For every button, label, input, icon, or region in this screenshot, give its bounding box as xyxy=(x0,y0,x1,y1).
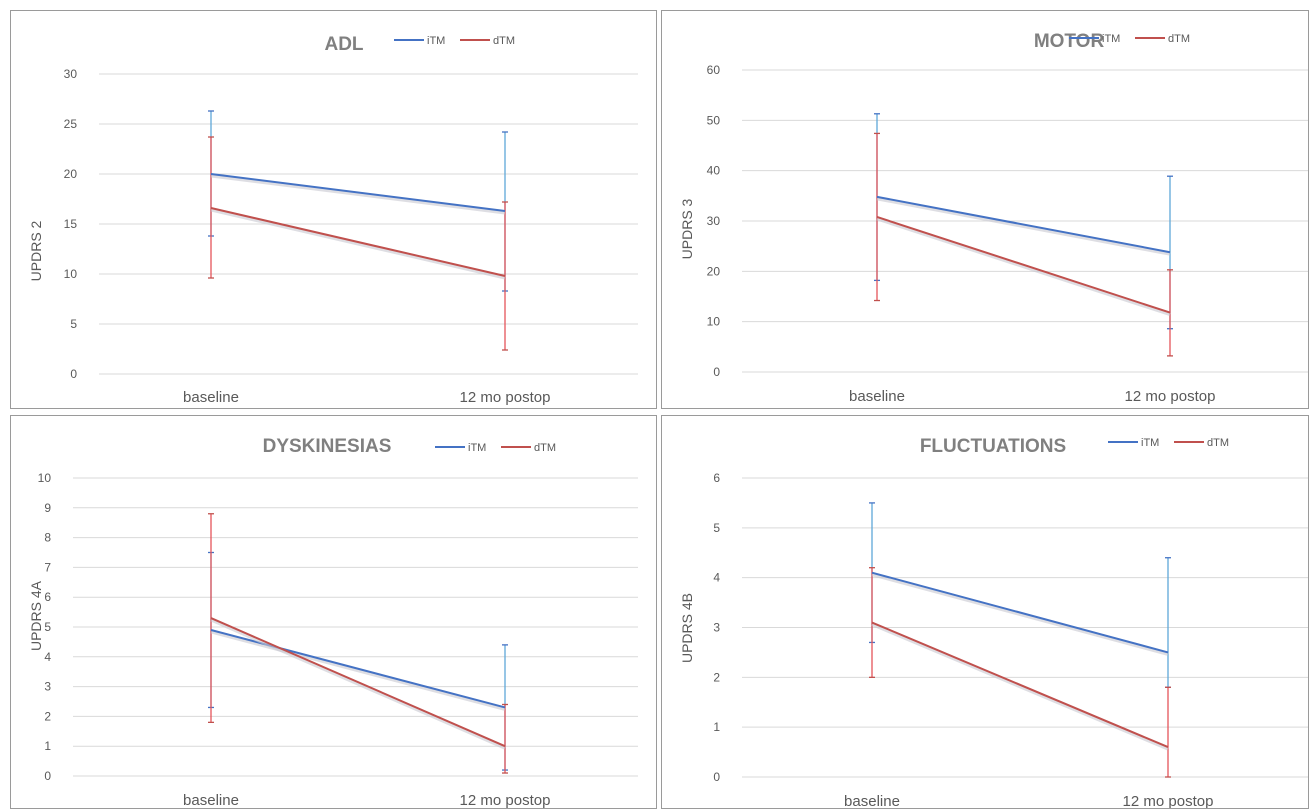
y-tick-label: 0 xyxy=(70,367,77,381)
x-category-label: 12 mo postop xyxy=(1125,388,1216,405)
series-line-dtm xyxy=(210,617,506,748)
fluctuations-chart: 0 1 2 3 4 5 6 baseline 12 mo postop UPDRS 4B FLUCT… xyxy=(679,436,1308,808)
series-line-dtm xyxy=(210,207,506,277)
series-shadow-dtm xyxy=(871,623,1169,751)
chart-title: FLUCTUATIONS xyxy=(920,436,1066,457)
legend-label-dtm: dTM xyxy=(493,35,515,47)
series-line-itm xyxy=(871,571,1169,654)
y-tick-label: 40 xyxy=(707,164,721,178)
series-line-itm xyxy=(876,195,1171,254)
chart-title: MOTOR xyxy=(1034,31,1105,52)
y-tick-label: 1 xyxy=(713,720,720,734)
series-shadow-itm xyxy=(871,573,1169,656)
y-tick-label: 50 xyxy=(707,113,721,127)
series-shadow-itm xyxy=(210,174,506,215)
y-tick-label: 1 xyxy=(44,739,51,753)
y-tick-label: 8 xyxy=(44,531,51,545)
chart-title: DYSKINESIAS xyxy=(263,436,392,457)
legend-label-dtm: dTM xyxy=(1168,33,1190,45)
legend-label-itm: iTM xyxy=(1141,437,1159,449)
y-tick-label: 0 xyxy=(713,365,720,379)
y-tick-label: 7 xyxy=(44,560,51,574)
series-shadow-dtm xyxy=(210,618,506,750)
y-tick-label: 20 xyxy=(707,264,721,278)
x-category-label: baseline xyxy=(183,792,239,808)
y-tick-label: 4 xyxy=(713,571,720,585)
y-axis-label: UPDRS 2 xyxy=(28,220,44,281)
x-category-label: baseline xyxy=(844,793,900,808)
legend-label-itm: iTM xyxy=(427,35,445,47)
legend-label-itm: iTM xyxy=(468,442,486,454)
y-tick-label: 3 xyxy=(44,680,51,694)
legend-label-dtm: dTM xyxy=(1207,437,1229,449)
y-tick-label: 15 xyxy=(64,217,78,231)
dyskinesias-chart: 0 1 2 3 4 5 6 7 8 9 10 baseline 12 mo postop UPDRS 4A… xyxy=(28,436,638,808)
y-tick-label: 2 xyxy=(713,670,720,684)
adl-chart: 0 5 10 15 20 25 30 baseline 12 mo postop UPDRS 2 A… xyxy=(28,34,638,406)
x-category-label: 12 mo postop xyxy=(460,389,551,406)
dyskinesias-chart-panel: 0 1 2 3 4 5 6 7 8 9 10 baseline 12 mo postop UPDRS 4A… xyxy=(10,415,657,809)
motor-chart: 0 10 20 30 40 50 60 baseline 12 mo postop UPDRS 3… xyxy=(679,31,1308,405)
y-tick-label: 25 xyxy=(64,117,78,131)
fluctuations-chart-panel: 0 1 2 3 4 5 6 baseline 12 mo postop UPDRS 4B FLUCT… xyxy=(661,415,1309,809)
y-tick-label: 10 xyxy=(64,267,78,281)
adl-chart-panel: 0 5 10 15 20 25 30 baseline 12 mo postop UPDRS 2 A… xyxy=(10,10,657,409)
y-tick-label: 30 xyxy=(64,67,78,81)
series-shadow-dtm xyxy=(876,217,1171,317)
legend-label-dtm: dTM xyxy=(534,442,556,454)
x-category-label: baseline xyxy=(849,388,905,405)
y-tick-label: 5 xyxy=(44,620,51,634)
series-shadow-dtm xyxy=(210,208,506,280)
y-axis-label: UPDRS 4A xyxy=(28,580,44,651)
y-axis-label: UPDRS 3 xyxy=(679,198,695,259)
y-tick-label: 0 xyxy=(713,770,720,784)
y-tick-label: 5 xyxy=(70,317,77,331)
chart-title: ADL xyxy=(324,34,363,55)
y-tick-label: 3 xyxy=(713,621,720,635)
y-tick-label: 10 xyxy=(38,471,52,485)
series-line-dtm xyxy=(876,216,1171,314)
y-tick-label: 60 xyxy=(707,63,721,77)
motor-chart-panel: 0 10 20 30 40 50 60 baseline 12 mo postop UPDRS 3… xyxy=(661,10,1309,409)
y-tick-label: 4 xyxy=(44,650,51,664)
y-tick-label: 2 xyxy=(44,709,51,723)
x-category-label: 12 mo postop xyxy=(460,792,551,808)
series-shadow-itm xyxy=(210,630,506,711)
series-line-itm xyxy=(210,629,506,709)
series-line-dtm xyxy=(871,621,1169,749)
series-line-itm xyxy=(210,173,506,212)
y-tick-label: 6 xyxy=(713,471,720,485)
series-shadow-itm xyxy=(876,197,1171,256)
y-tick-label: 5 xyxy=(713,521,720,535)
x-category-label: 12 mo postop xyxy=(1123,793,1214,808)
legend-label-itm: iTM xyxy=(1102,33,1120,45)
y-tick-label: 6 xyxy=(44,590,51,604)
y-axis-label: UPDRS 4B xyxy=(679,593,695,663)
y-tick-label: 20 xyxy=(64,167,78,181)
x-category-label: baseline xyxy=(183,389,239,406)
y-tick-label: 30 xyxy=(707,214,721,228)
y-tick-label: 10 xyxy=(707,315,721,329)
y-tick-label: 0 xyxy=(44,769,51,783)
y-tick-label: 9 xyxy=(44,501,51,515)
